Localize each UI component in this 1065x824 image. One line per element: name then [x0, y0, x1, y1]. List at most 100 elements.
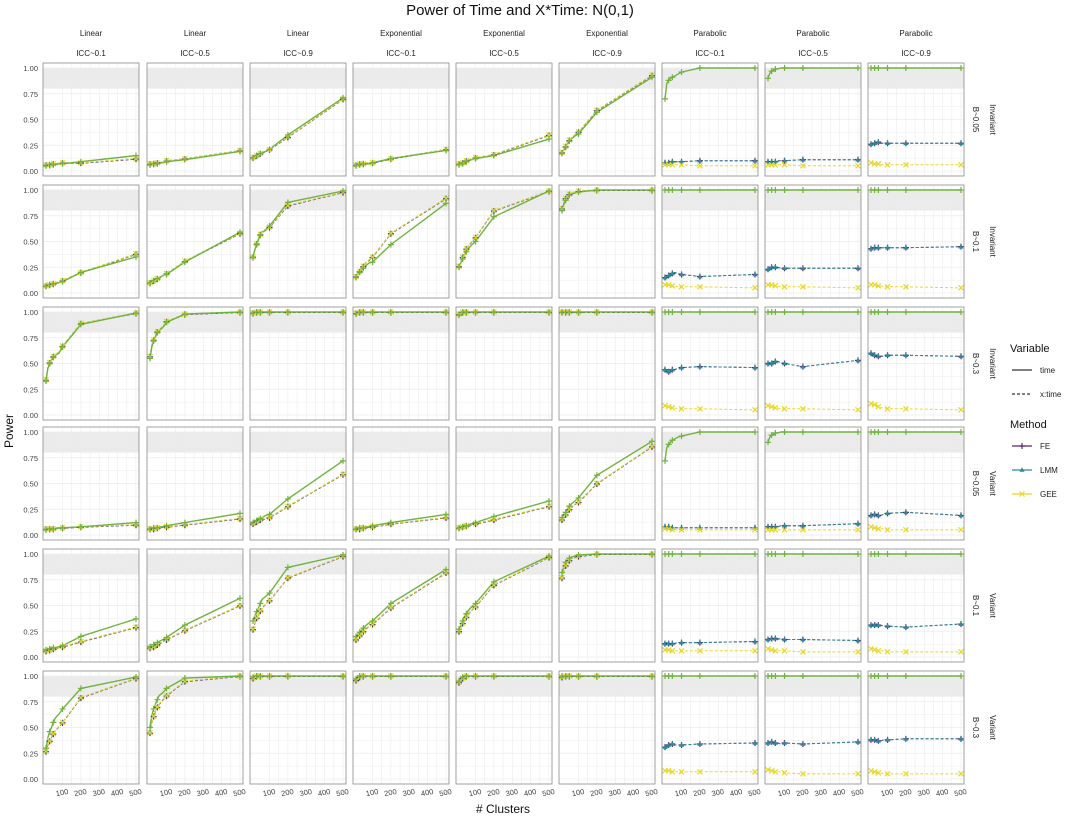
fe-marker [154, 275, 161, 282]
fe-marker [237, 148, 243, 155]
gee-marker [181, 678, 188, 685]
y-tick-label: 0.25 [23, 141, 38, 150]
gee-marker [340, 471, 346, 478]
power-threshold-band [353, 554, 449, 575]
fe-marker [257, 232, 264, 239]
fe-marker [662, 95, 668, 102]
gee-marker [752, 526, 758, 533]
fe-marker [781, 187, 788, 193]
gee-marker [958, 406, 964, 413]
fe-marker [958, 429, 964, 435]
power-threshold-band [559, 190, 655, 211]
gee-marker [678, 283, 685, 290]
lmm-marker [666, 368, 672, 374]
gee-marker [150, 713, 157, 720]
fe-marker [284, 673, 291, 679]
lmm-marker [903, 736, 909, 741]
fe-marker [559, 514, 565, 521]
x-tick-label: 100 [365, 787, 379, 798]
gee-xtime-line [665, 649, 755, 652]
fe-marker [559, 150, 565, 157]
gee-marker [593, 480, 600, 487]
power-threshold-band [456, 432, 552, 453]
x-tick-label: 100 [674, 787, 688, 798]
gee-marker [799, 162, 806, 169]
lmm-marker [903, 140, 909, 145]
power-threshold-band [456, 190, 552, 211]
gee-marker [472, 234, 479, 241]
fe-marker [559, 569, 565, 576]
fe-marker [456, 312, 462, 319]
gee-xtime-line [458, 556, 550, 632]
gee-xtime-line [665, 164, 755, 167]
gee-marker [772, 161, 779, 168]
fe-marker [443, 511, 449, 518]
panel-r1-c9 [867, 62, 965, 177]
fe-marker [250, 253, 256, 260]
x-tick-label: 300 [917, 787, 931, 798]
gee-marker [253, 614, 260, 621]
gee-marker [678, 526, 685, 533]
strip-pattern-label: Parabolic [693, 29, 726, 38]
gee-marker [855, 770, 861, 777]
lmm-marker [669, 158, 675, 164]
fe-marker [875, 551, 882, 557]
panel-r3-c3 [249, 306, 347, 421]
lmm-marker [781, 522, 788, 528]
panel-frame [455, 426, 553, 541]
time-line [252, 554, 344, 622]
fe-marker [77, 158, 84, 165]
panel-r5-c2 [146, 548, 244, 663]
lmm-marker [855, 520, 861, 526]
power-threshold-band [147, 432, 243, 453]
fe-marker [562, 197, 569, 204]
fe-marker [154, 639, 161, 646]
lmm-marker [855, 739, 861, 744]
gee-marker [781, 161, 788, 168]
gee-marker [133, 624, 139, 631]
fe-marker [77, 633, 84, 640]
y-tick-label: 0.50 [23, 116, 38, 125]
fe-marker [163, 271, 170, 278]
legend-variable-label: time [1040, 366, 1056, 375]
fe-marker [340, 457, 346, 464]
power-threshold-band [868, 68, 964, 89]
lmm-xtime-line [870, 623, 962, 628]
y-tick-label: 0.00 [23, 775, 38, 784]
panel-frame [867, 184, 965, 299]
fe-marker [257, 150, 264, 157]
x-tick-label: 100 [55, 787, 69, 798]
x-tick-label: 100 [468, 787, 482, 798]
panel-frame [867, 426, 965, 541]
fe-marker [237, 309, 243, 315]
gee-marker [902, 648, 909, 655]
gee-marker [669, 161, 676, 168]
strip-b-label: B~0.3 [971, 717, 980, 739]
fe-marker [490, 673, 497, 679]
fe-marker [958, 309, 964, 315]
fe-marker [575, 494, 582, 501]
fe-marker [752, 187, 758, 193]
fe-marker [593, 472, 600, 479]
lmm-marker [1019, 467, 1025, 472]
fe-marker [266, 673, 273, 679]
gee-marker [772, 647, 779, 654]
gee-marker [696, 405, 703, 412]
fe-marker [340, 552, 346, 559]
x-tick-label: 500 [438, 787, 452, 798]
lmm-marker [875, 738, 881, 743]
fe-marker [266, 590, 273, 597]
gee-marker [772, 282, 779, 289]
gee-marker [133, 250, 139, 257]
x-tick-label: 400 [935, 787, 949, 798]
fe-marker [958, 65, 964, 71]
x-tick-label: 200 [795, 787, 809, 798]
panel-frame [764, 184, 862, 299]
panel-r4-c3 [249, 426, 347, 541]
fe-marker [463, 248, 470, 255]
fe-marker [237, 673, 243, 679]
fe-marker [472, 309, 479, 315]
fe-marker [266, 146, 273, 153]
fe-marker [133, 615, 139, 622]
